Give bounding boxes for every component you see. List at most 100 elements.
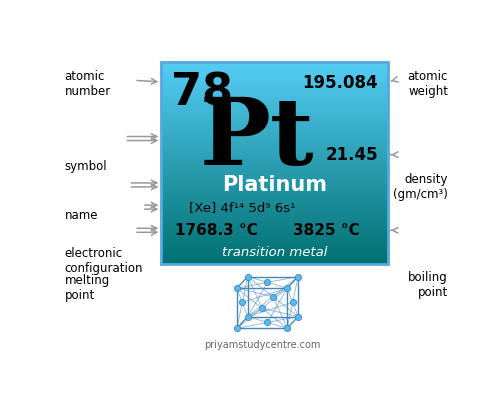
Bar: [162, 62, 388, 264]
Bar: [162, 87, 388, 89]
Bar: [162, 114, 388, 116]
Text: atomic
weight: atomic weight: [408, 70, 448, 98]
Bar: [162, 97, 388, 99]
Bar: [162, 166, 388, 168]
Bar: [162, 156, 388, 158]
Bar: [162, 146, 388, 148]
Text: Pt: Pt: [199, 94, 314, 184]
Text: 3825 °C: 3825 °C: [293, 223, 360, 238]
Bar: [162, 223, 388, 225]
Bar: [162, 191, 388, 193]
Bar: [162, 228, 388, 230]
Text: Platinum: Platinum: [222, 175, 327, 195]
Text: symbol: symbol: [64, 160, 107, 173]
Text: [Xe] 4f¹⁴ 5d⁹ 6s¹: [Xe] 4f¹⁴ 5d⁹ 6s¹: [188, 201, 295, 214]
Text: melting
point: melting point: [64, 274, 110, 302]
Bar: [162, 215, 388, 216]
Bar: [162, 245, 388, 247]
Bar: [162, 124, 388, 126]
Bar: [162, 131, 388, 132]
Bar: [162, 262, 388, 264]
Bar: [162, 151, 388, 153]
Bar: [162, 181, 388, 183]
Bar: [162, 84, 388, 85]
Bar: [162, 170, 388, 171]
Bar: [162, 238, 388, 240]
Bar: [162, 178, 388, 180]
Bar: [162, 227, 388, 228]
Bar: [162, 206, 388, 208]
Bar: [162, 134, 388, 136]
Bar: [162, 65, 388, 67]
Bar: [162, 201, 388, 203]
Bar: [162, 222, 388, 223]
Bar: [162, 136, 388, 138]
Bar: [162, 213, 388, 215]
Bar: [162, 70, 388, 72]
Bar: [162, 79, 388, 80]
Bar: [162, 158, 388, 159]
Bar: [162, 154, 388, 156]
Text: priyamstudycentre.com: priyamstudycentre.com: [204, 340, 320, 350]
Bar: [162, 255, 388, 257]
Bar: [162, 173, 388, 174]
Bar: [162, 168, 388, 170]
Bar: [162, 67, 388, 68]
Bar: [162, 107, 388, 109]
Bar: [162, 89, 388, 90]
Bar: [162, 260, 388, 262]
Bar: [162, 62, 388, 64]
Bar: [162, 112, 388, 114]
Bar: [162, 148, 388, 149]
Bar: [162, 210, 388, 212]
Bar: [162, 257, 388, 258]
Bar: [162, 128, 388, 129]
Text: 78: 78: [171, 71, 233, 114]
Bar: [162, 149, 388, 151]
Bar: [162, 240, 388, 242]
Bar: [162, 258, 388, 260]
Text: atomic
number: atomic number: [64, 70, 110, 98]
Bar: [162, 230, 388, 232]
Bar: [162, 252, 388, 254]
Bar: [162, 126, 388, 128]
Bar: [162, 85, 388, 87]
Bar: [162, 117, 388, 119]
Bar: [162, 225, 388, 227]
Bar: [162, 237, 388, 238]
Bar: [162, 195, 388, 196]
Text: 195.084: 195.084: [302, 74, 378, 92]
Bar: [162, 212, 388, 213]
Bar: [162, 188, 388, 190]
Bar: [162, 254, 388, 255]
Bar: [162, 208, 388, 210]
Bar: [162, 102, 388, 104]
Text: electronic
configuration: electronic configuration: [64, 247, 143, 275]
Bar: [162, 232, 388, 233]
Bar: [162, 196, 388, 198]
Bar: [162, 203, 388, 205]
Bar: [162, 216, 388, 218]
Text: 1768.3 °C: 1768.3 °C: [175, 223, 258, 238]
Bar: [162, 190, 388, 191]
Bar: [162, 122, 388, 124]
Bar: [162, 218, 388, 220]
Bar: [162, 109, 388, 111]
Bar: [162, 96, 388, 97]
Bar: [162, 171, 388, 173]
Text: transition metal: transition metal: [222, 246, 328, 259]
Bar: [162, 75, 388, 77]
Bar: [162, 205, 388, 206]
Bar: [162, 248, 388, 250]
Bar: [162, 80, 388, 82]
Bar: [162, 198, 388, 200]
Bar: [162, 174, 388, 176]
Text: density
(gm/cm³): density (gm/cm³): [393, 173, 448, 201]
Bar: [162, 200, 388, 201]
Bar: [162, 111, 388, 112]
Bar: [162, 92, 388, 94]
Bar: [162, 68, 388, 70]
Bar: [162, 132, 388, 134]
Bar: [162, 94, 388, 96]
Text: 21.45: 21.45: [326, 146, 378, 164]
